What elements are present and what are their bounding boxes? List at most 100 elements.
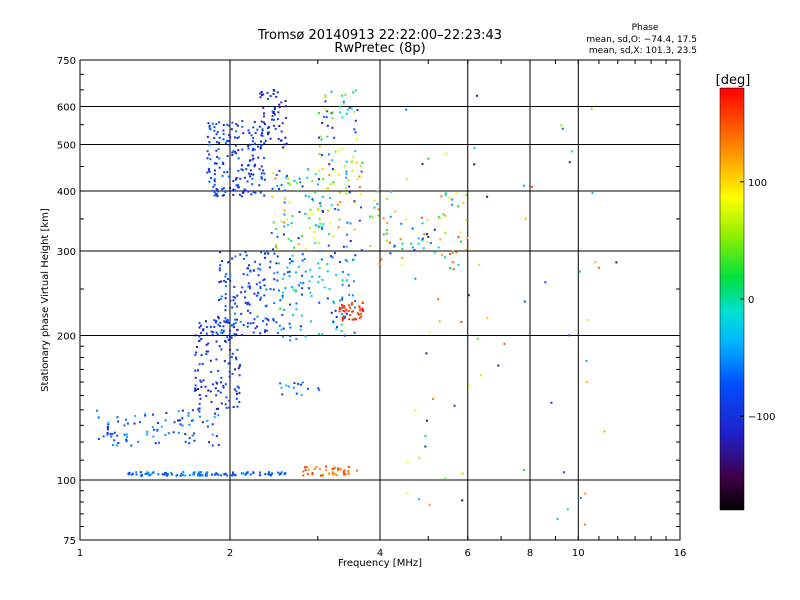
data-point <box>208 441 211 444</box>
data-point <box>193 439 196 442</box>
data-point <box>226 319 229 322</box>
data-point <box>201 474 204 477</box>
data-point <box>310 294 313 297</box>
data-point <box>252 173 255 176</box>
data-point <box>237 186 240 189</box>
data-point <box>320 138 323 141</box>
data-point <box>194 376 197 379</box>
data-point <box>232 150 235 153</box>
data-point <box>300 394 303 397</box>
axis-ticks: 1 2 4 6 8 10 16 75 100 200 300 400 500 600 750 <box>57 56 686 559</box>
data-point <box>247 282 250 285</box>
data-point <box>219 321 222 324</box>
data-point <box>275 95 278 98</box>
data-point <box>345 176 348 179</box>
data-point <box>336 326 339 329</box>
data-point <box>224 321 227 324</box>
data-point <box>165 473 168 476</box>
data-point <box>284 136 287 139</box>
data-point <box>326 187 329 190</box>
data-point <box>263 123 266 126</box>
data-point <box>220 331 223 334</box>
data-point <box>231 372 234 375</box>
data-point <box>246 322 249 325</box>
data-point <box>110 435 113 438</box>
data-point <box>271 110 274 113</box>
data-point <box>318 145 321 148</box>
data-point <box>406 492 409 495</box>
data-point <box>330 311 333 314</box>
data-point <box>199 379 202 382</box>
data-point <box>156 421 159 424</box>
data-point <box>252 472 255 475</box>
data-point <box>208 124 211 127</box>
data-point <box>399 238 402 241</box>
data-point <box>123 424 126 427</box>
data-point <box>362 308 365 311</box>
data-point <box>219 381 222 384</box>
data-point <box>350 303 353 306</box>
x-tick-label: 8 <box>527 548 533 559</box>
data-point <box>216 382 219 385</box>
data-point <box>333 466 336 469</box>
data-point <box>228 362 231 365</box>
data-point <box>319 202 322 205</box>
x-tick-label: 6 <box>465 548 471 559</box>
data-point <box>418 456 421 459</box>
data-point <box>198 473 201 476</box>
data-point <box>198 363 201 366</box>
data-point <box>322 210 325 213</box>
data-point <box>218 281 221 284</box>
data-point <box>300 314 303 317</box>
data-point <box>213 190 216 193</box>
data-point <box>260 134 263 137</box>
data-point <box>288 183 291 186</box>
x-tick-label: 2 <box>227 548 233 559</box>
data-point <box>222 132 225 135</box>
data-point <box>212 383 215 386</box>
data-point <box>291 215 294 218</box>
data-point <box>360 170 363 173</box>
data-point <box>332 235 335 238</box>
data-point <box>411 227 414 230</box>
data-point <box>321 121 324 124</box>
data-point <box>218 157 221 160</box>
data-point <box>238 365 241 368</box>
data-point <box>218 325 221 328</box>
data-point <box>264 473 267 476</box>
data-point <box>271 187 274 190</box>
data-point <box>262 112 265 115</box>
data-point <box>262 169 265 172</box>
data-point <box>258 471 261 474</box>
data-point <box>202 329 205 332</box>
data-point <box>451 203 454 206</box>
data-point <box>256 325 259 328</box>
data-point <box>207 389 210 392</box>
data-point <box>250 173 253 176</box>
data-point <box>585 381 588 384</box>
data-point <box>171 473 174 476</box>
data-point <box>267 252 270 255</box>
data-point <box>343 334 346 337</box>
data-point <box>276 247 279 250</box>
data-point <box>116 416 119 419</box>
data-point <box>357 313 360 316</box>
data-point <box>340 312 343 315</box>
data-point <box>230 474 233 477</box>
data-point <box>342 309 345 312</box>
data-point <box>217 148 220 151</box>
data-point <box>162 473 165 476</box>
data-point <box>172 431 175 434</box>
data-point <box>257 274 260 277</box>
data-point <box>282 233 285 236</box>
data-point <box>420 216 423 219</box>
data-point <box>348 318 351 321</box>
data-point <box>319 222 322 225</box>
data-point <box>164 433 167 436</box>
data-point <box>272 221 275 224</box>
data-point <box>272 248 275 251</box>
x-tick-label: 10 <box>572 548 585 559</box>
data-point <box>107 423 110 426</box>
data-point <box>299 325 302 328</box>
data-point <box>210 473 213 476</box>
